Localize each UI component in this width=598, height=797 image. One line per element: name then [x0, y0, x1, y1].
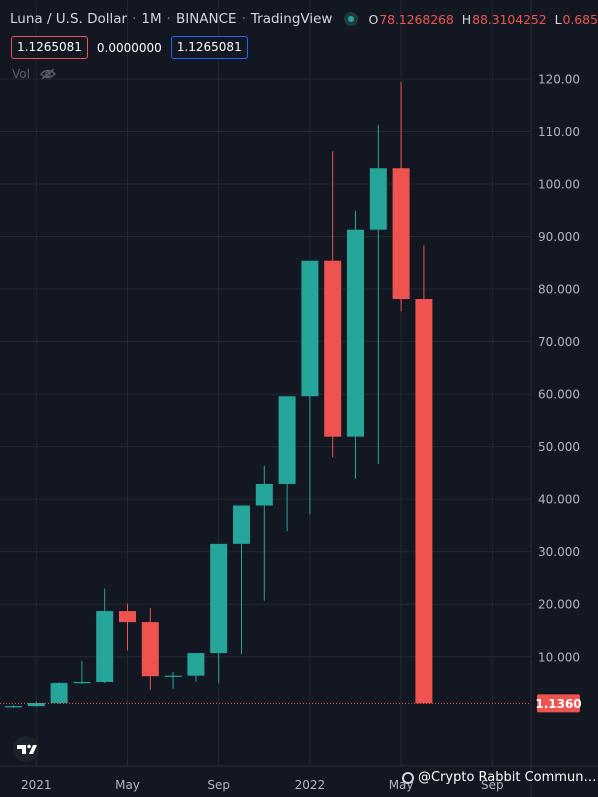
price-tick-label: 80.000 — [538, 283, 580, 297]
high-value: 88.3104252 — [472, 11, 547, 27]
price-tick-label: 30.000 — [538, 545, 580, 559]
price-tick-label: 40.000 — [538, 493, 580, 507]
low-key: L — [554, 11, 562, 27]
candle[interactable] — [50, 681, 68, 705]
last-price-group: 1.1360 — [0, 694, 582, 713]
author-icon — [402, 772, 414, 784]
high-key: H — [461, 11, 472, 27]
candle-body — [50, 683, 68, 703]
candle[interactable] — [141, 607, 159, 690]
price-axis: 120.00 110.00 100.00 90.000 80.000 70.000 60.0… — [538, 72, 580, 664]
candle-body — [164, 675, 182, 677]
candle-body — [415, 299, 433, 704]
last-price-label: 1.1360 — [535, 697, 581, 711]
candle-body — [255, 483, 273, 506]
candle-body — [96, 611, 114, 682]
market-status-icon[interactable] — [344, 12, 359, 26]
time-tick-label: 2022 — [295, 778, 326, 792]
price-tick-label: 110.00 — [538, 125, 580, 139]
candle[interactable] — [255, 465, 273, 601]
candle-body — [187, 653, 205, 676]
attribution: @Crypto Rabbit Commun… — [402, 770, 596, 785]
price-tick-label: 120.00 — [538, 72, 580, 86]
last-price-badge — [537, 694, 580, 713]
candle[interactable] — [210, 543, 228, 684]
time-axis: 2021 May Sep 2022 May Sep — [21, 778, 504, 792]
ohlc-values: O 78.1268268 H 88.3104252 L 0.685 — [366, 12, 598, 27]
interval-label[interactable]: 1M — [141, 11, 162, 27]
time-tick-label: 2021 — [21, 778, 52, 792]
trade-chips: 1.1265081 0.0000000 1.1265081 — [11, 36, 248, 59]
attribution-text: @Crypto Rabbit Commun… — [418, 770, 597, 785]
exchange-label: BINANCE — [175, 11, 237, 27]
candle-body — [141, 622, 159, 677]
price-tick-label: 70.000 — [538, 335, 580, 349]
low-value: 0.685 — [562, 11, 598, 27]
candle-body — [278, 396, 296, 484]
candle-body — [369, 168, 387, 230]
source-label: TradingView — [250, 11, 333, 27]
candle[interactable] — [233, 505, 250, 655]
open-key: O — [368, 11, 379, 27]
symbol-name[interactable]: Luna / U.S. Dollar — [10, 11, 128, 27]
candle[interactable] — [187, 653, 205, 682]
price-tick-label: 20.000 — [538, 598, 580, 612]
spread-value: 0.0000000 — [96, 40, 162, 55]
candle-body — [119, 611, 136, 623]
candle[interactable] — [27, 701, 45, 707]
candle[interactable] — [347, 210, 364, 479]
header-separator: · — [132, 11, 137, 27]
candle-body — [233, 505, 250, 544]
candle[interactable] — [324, 151, 342, 458]
tradingview-logo-icon[interactable] — [8, 735, 44, 763]
volume-label: Vol — [12, 67, 30, 81]
price-tick-label: 60.000 — [538, 388, 580, 402]
eye-hidden-icon[interactable] — [40, 68, 56, 80]
chart-grid — [0, 0, 531, 766]
time-tick-label: May — [115, 778, 140, 792]
price-tick-label: 10.000 — [538, 650, 580, 664]
price-tick-label: 90.000 — [538, 230, 580, 244]
candle[interactable] — [301, 260, 319, 515]
candle[interactable] — [119, 603, 136, 651]
buy-button[interactable]: 1.1265081 — [170, 36, 248, 59]
time-tick-label: Sep — [481, 778, 504, 792]
candle-body — [324, 260, 342, 437]
chart-header: Luna / U.S. Dollar · 1M · BINANCE · Trad… — [10, 8, 598, 30]
candle-body — [301, 260, 319, 397]
candle[interactable] — [96, 588, 114, 684]
candle-body — [347, 229, 364, 437]
sell-button[interactable]: 1.1265081 — [11, 36, 88, 59]
candle[interactable] — [5, 705, 22, 708]
price-tick-label: 100.00 — [538, 178, 580, 192]
candle[interactable] — [392, 82, 410, 312]
candle[interactable] — [415, 245, 433, 704]
candle-body — [73, 681, 91, 684]
candle[interactable] — [73, 660, 91, 685]
open-value: 78.1268268 — [379, 11, 454, 27]
price-tick-label: 50.000 — [538, 440, 580, 454]
candle-body — [210, 543, 228, 654]
volume-indicator[interactable]: Vol — [12, 67, 56, 81]
header-separator: · — [166, 11, 171, 27]
candle[interactable] — [369, 125, 387, 464]
candle-body — [27, 702, 45, 707]
header-separator: · — [241, 11, 246, 27]
time-tick-label: Sep — [207, 778, 230, 792]
candle-body — [392, 168, 410, 300]
candles — [5, 82, 433, 708]
candle-body — [5, 706, 22, 708]
candle[interactable] — [278, 396, 296, 532]
candle[interactable] — [164, 672, 182, 689]
